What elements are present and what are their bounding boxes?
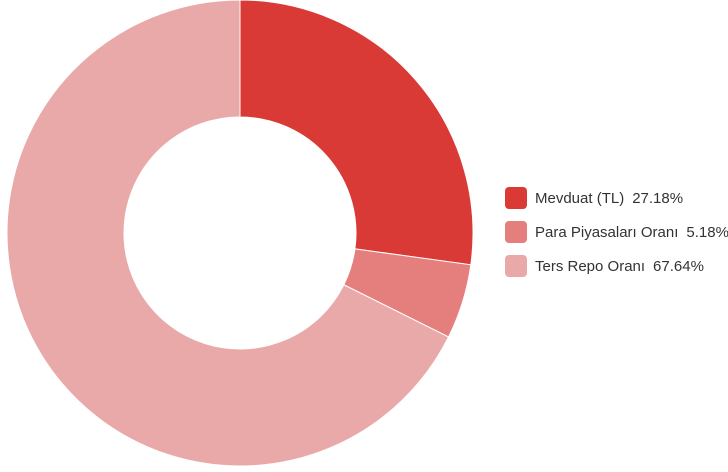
legend-swatch-para-piyasalari: [505, 221, 527, 243]
legend-label-ters-repo: Ters Repo Oranı: [535, 257, 646, 275]
legend-swatch-ters-repo: [505, 255, 527, 277]
slice-ters-repo[interactable]: [6, 0, 450, 467]
legend-item-mevduat[interactable]: Mevduat (TL) 27.18%: [505, 186, 728, 210]
legend-value-mevduat: 27.18%: [632, 189, 684, 207]
legend-label-para-piyasalari: Para Piyasaları Oranı: [535, 223, 679, 241]
donut-chart: [6, 0, 474, 467]
legend-item-ters-repo[interactable]: Ters Repo Oranı 67.64%: [505, 254, 728, 278]
legend-item-para-piyasalari[interactable]: Para Piyasaları Oranı 5.18%: [505, 220, 728, 244]
legend-swatch-mevduat: [505, 187, 527, 209]
legend-value-ters-repo: 67.64%: [653, 257, 704, 275]
slice-mevduat[interactable]: [239, 0, 474, 266]
legend-value-para-piyasalari: 5.18%: [686, 223, 728, 241]
legend-label-mevduat: Mevduat (TL): [535, 189, 625, 207]
chart-legend: Mevduat (TL) 27.18% Para Piyasaları Oran…: [505, 186, 728, 288]
